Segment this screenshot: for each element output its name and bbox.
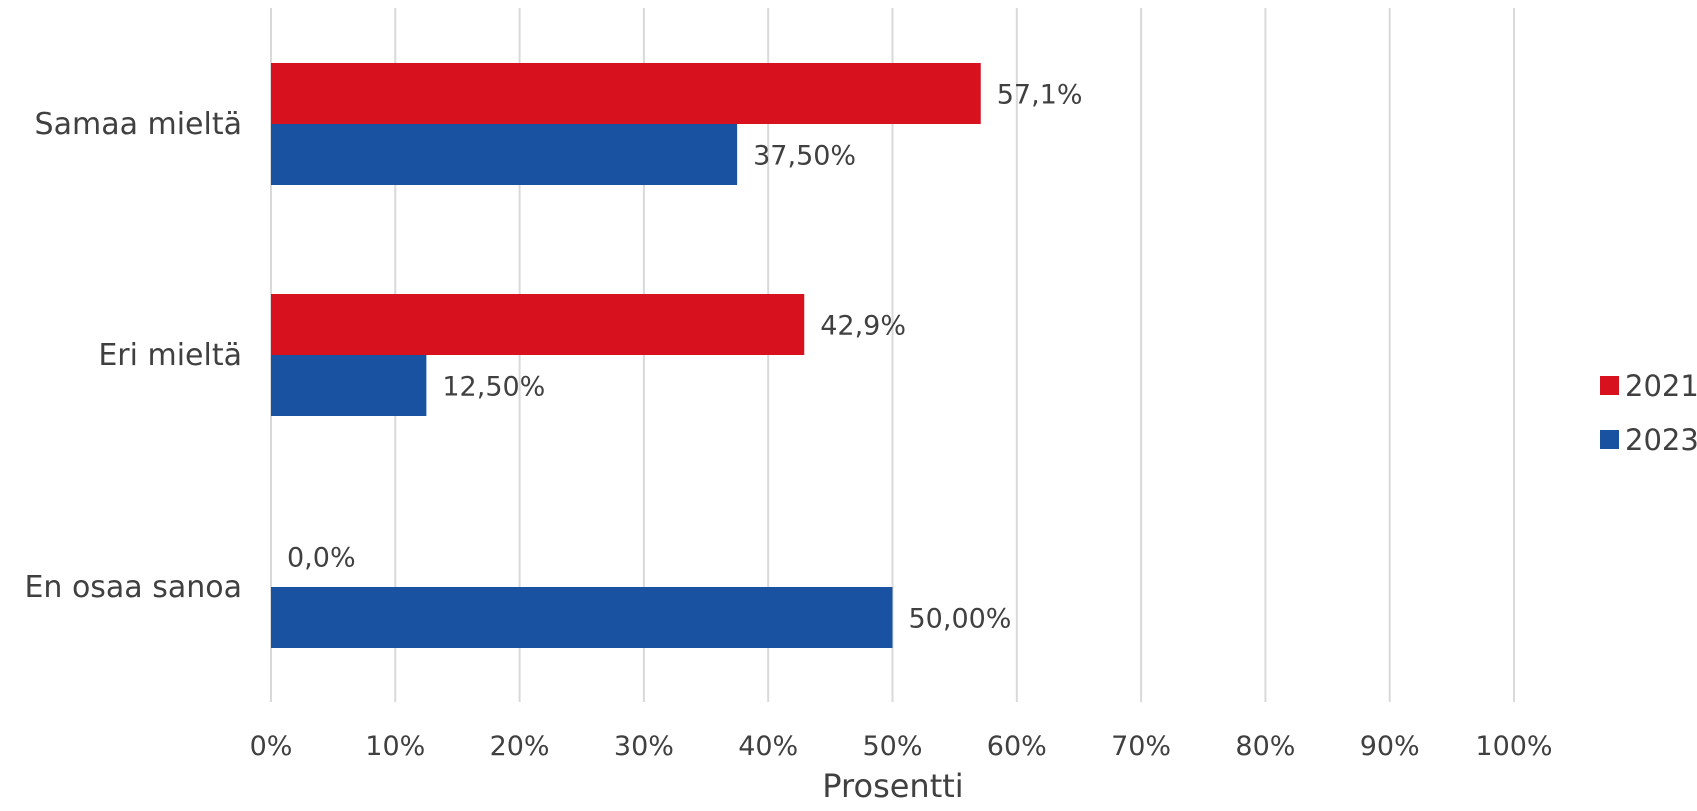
- bar-2021: [271, 294, 805, 355]
- x-tick-label: 0%: [250, 731, 293, 762]
- data-label: 57,1%: [997, 80, 1083, 111]
- legend: 2021 2023: [1600, 369, 1697, 457]
- x-tick-label: 60%: [987, 731, 1047, 762]
- data-label: 42,9%: [820, 311, 906, 342]
- data-label: 0,0%: [287, 543, 356, 574]
- x-tick-label: 70%: [1111, 731, 1171, 762]
- data-label: 37,50%: [753, 141, 856, 172]
- category-labels: Samaa mieltä Eri mieltä En osaa sanoa: [24, 107, 242, 605]
- legend-swatch-2021: [1600, 376, 1619, 395]
- x-tick-label: 40%: [738, 731, 798, 762]
- x-tick-label: 80%: [1235, 731, 1295, 762]
- bar-2023: [271, 355, 427, 416]
- bars: [271, 63, 981, 648]
- x-tick-label: 20%: [490, 731, 550, 762]
- category-label: Samaa mieltä: [35, 107, 242, 142]
- x-tick-label: 30%: [614, 731, 674, 762]
- x-tick-label: 50%: [862, 731, 922, 762]
- x-tick-label: 90%: [1360, 731, 1420, 762]
- legend-label: 2023: [1625, 423, 1697, 457]
- data-labels: 57,1% 37,50% 42,9% 12,50% 0,0% 50,00%: [287, 80, 1083, 635]
- category-label: Eri mieltä: [98, 338, 242, 373]
- x-tick-labels: 0% 10% 20% 30% 40% 50% 60% 70% 80% 90% 100%: [250, 731, 1553, 762]
- category-label: En osaa sanoa: [24, 570, 242, 605]
- bar-2023: [271, 124, 738, 185]
- legend-swatch-2023: [1600, 430, 1619, 449]
- bar-2021: [271, 63, 981, 124]
- x-tick-label: 10%: [365, 731, 425, 762]
- data-label: 12,50%: [442, 372, 545, 403]
- data-label: 50,00%: [909, 604, 1012, 635]
- legend-label: 2021: [1625, 369, 1697, 403]
- x-axis-title: Prosentti: [822, 767, 963, 805]
- x-tick-label: 100%: [1475, 731, 1552, 762]
- bar-2023: [271, 587, 893, 648]
